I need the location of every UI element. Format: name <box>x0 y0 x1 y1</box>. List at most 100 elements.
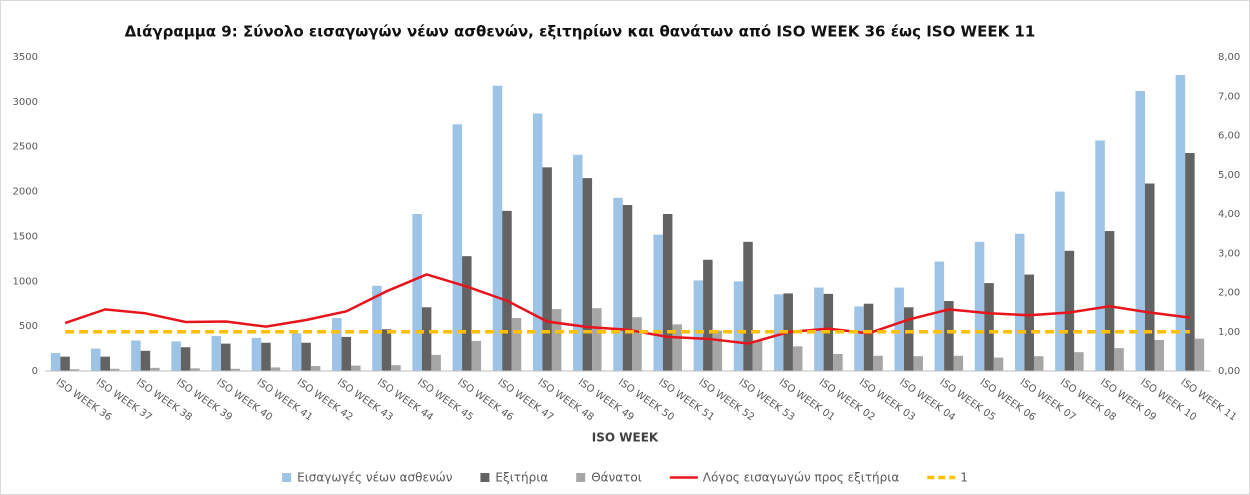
bar <box>50 353 61 371</box>
legend-label: Λόγος εισαγωγών προς εξιτήρια <box>703 471 900 485</box>
legend-swatch <box>480 473 490 482</box>
bar <box>993 357 1004 371</box>
bar <box>672 324 682 371</box>
bar <box>190 368 200 371</box>
bar <box>873 355 883 371</box>
bar <box>131 340 141 371</box>
bar <box>301 342 311 371</box>
bar <box>863 303 874 371</box>
bar <box>1114 348 1124 371</box>
bar <box>1095 140 1105 371</box>
bar <box>1154 340 1164 371</box>
bar <box>60 356 70 371</box>
bar <box>412 214 422 371</box>
bar <box>1175 74 1186 371</box>
bar <box>270 367 281 371</box>
bar <box>1194 338 1205 371</box>
line-series <box>64 273 1191 345</box>
bar <box>833 353 843 371</box>
bar <box>773 294 784 371</box>
bar <box>613 197 623 371</box>
bar <box>974 241 985 371</box>
bar <box>693 280 704 371</box>
bar <box>100 356 111 371</box>
bar <box>291 333 302 371</box>
y2-tick-label: 5,00 <box>1218 170 1240 181</box>
bar <box>381 329 392 371</box>
bar <box>1144 183 1155 371</box>
bar <box>391 365 401 371</box>
bar <box>662 214 673 371</box>
y-tick-label: 1500 <box>13 231 38 242</box>
bar <box>421 307 432 371</box>
bar <box>140 350 151 371</box>
bar <box>1024 274 1034 371</box>
bar <box>452 124 463 372</box>
bar <box>341 336 352 371</box>
chart-title: Διάγραμμα 9: Σύνολο εισαγωγών νέων ασθεν… <box>125 23 1036 41</box>
y2-tick-label: 4,00 <box>1218 209 1240 220</box>
bar <box>502 210 512 371</box>
y-tick-label: 3500 <box>13 52 38 63</box>
bar <box>211 336 222 371</box>
bar <box>462 256 472 371</box>
bar <box>1014 233 1025 371</box>
bar <box>150 367 160 371</box>
legend-label: Εισαγωγές νέων ασθενών <box>297 471 453 485</box>
bar <box>1064 250 1075 371</box>
bar <box>984 283 994 371</box>
bar <box>351 365 361 371</box>
y2-tick-label: 7,00 <box>1218 91 1240 102</box>
bar <box>471 340 482 371</box>
bar <box>743 241 753 371</box>
bar <box>551 309 562 371</box>
y2-tick-label: 3,00 <box>1218 248 1240 259</box>
bar <box>180 347 191 371</box>
bar <box>792 346 803 371</box>
y-tick-label: 3000 <box>13 97 38 108</box>
bar <box>854 306 864 371</box>
bar <box>573 154 583 371</box>
bar <box>752 340 763 371</box>
bar <box>492 85 503 372</box>
bar <box>582 178 593 371</box>
bar <box>934 261 945 371</box>
legend-label: Εξιτήρια <box>495 471 548 485</box>
bar <box>69 369 80 371</box>
y-tick-label: 2500 <box>13 142 38 153</box>
bar <box>91 348 101 371</box>
bar <box>221 343 231 371</box>
bar <box>532 113 543 372</box>
x-axis-title: ISO WEEK <box>592 431 659 445</box>
bar <box>372 285 382 371</box>
bar <box>1135 91 1145 371</box>
bar <box>703 259 713 371</box>
bar <box>592 308 602 371</box>
y2-tick-label: 8,00 <box>1218 52 1240 63</box>
bar <box>431 354 441 371</box>
y2-tick-label: 2,00 <box>1218 288 1240 299</box>
legend: Εισαγωγές νέων ασθενών Εξιτήρια Θάνατοι Λόγ… <box>282 471 968 485</box>
y-tick-label: 1000 <box>13 276 38 287</box>
bar <box>622 205 633 371</box>
bar <box>733 281 744 371</box>
bar <box>903 307 914 371</box>
bar <box>171 341 181 371</box>
bar <box>894 287 904 371</box>
bar <box>230 368 241 371</box>
bar <box>251 337 262 371</box>
y2-tick-label: 6,00 <box>1218 131 1240 142</box>
bar <box>913 356 923 371</box>
legend-swatch <box>576 473 586 482</box>
bar <box>944 301 954 371</box>
bar <box>1185 152 1195 371</box>
y-tick-label: 2000 <box>13 187 38 198</box>
bar <box>632 317 642 371</box>
y2-tick-label: 1,00 <box>1218 327 1240 338</box>
y-tick-label: 500 <box>19 321 38 332</box>
bar <box>542 167 552 371</box>
bar <box>332 318 342 371</box>
bar <box>511 318 522 371</box>
bar <box>1104 231 1115 371</box>
